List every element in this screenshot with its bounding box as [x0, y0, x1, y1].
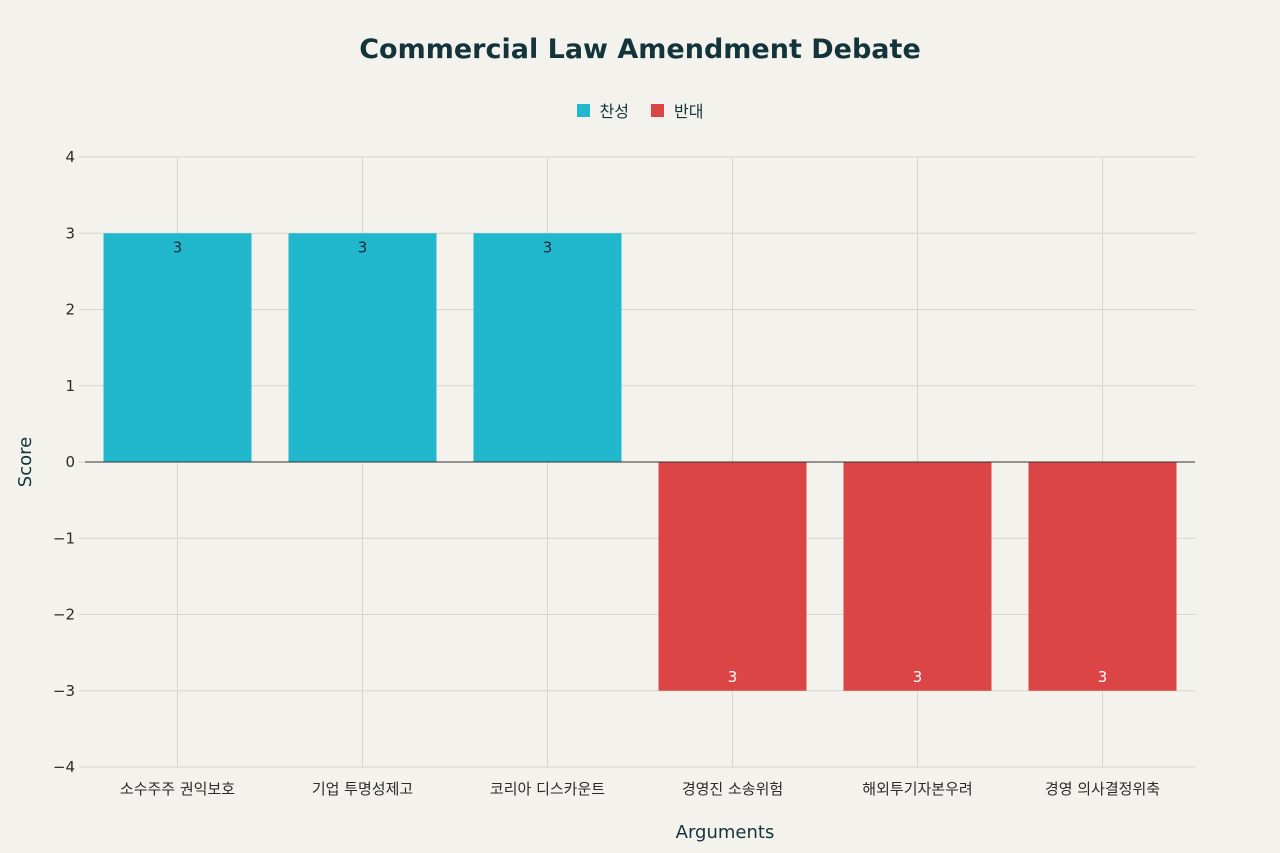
x-tick-label: 경영진 소송위험 [682, 780, 783, 798]
bar-oppose [658, 462, 807, 691]
data-label: 3 [543, 238, 553, 256]
data-label: 3 [1098, 668, 1108, 686]
x-tick-label: 해외투기자본우려 [862, 780, 972, 798]
bar-support [473, 233, 622, 462]
legend-label-support: 찬성 [599, 102, 629, 121]
legend-item-oppose[interactable]: 반대 [651, 98, 703, 122]
y-axis-title: Score [15, 437, 36, 487]
y-tick-label: 3 [65, 224, 75, 242]
bar-support [288, 233, 437, 462]
legend: 찬성 반대 [0, 98, 1280, 122]
data-label: 3 [728, 668, 738, 686]
legend-item-support[interactable]: 찬성 [576, 98, 629, 122]
bar-oppose [1028, 462, 1177, 691]
y-tick-label: −3 [53, 682, 75, 700]
bar-support [103, 233, 252, 462]
data-label: 3 [913, 668, 923, 686]
bar-oppose [843, 462, 992, 691]
chart-title: Commercial Law Amendment Debate [359, 34, 921, 65]
x-axis-title: Arguments [676, 822, 775, 843]
y-tick-label: 0 [65, 453, 75, 471]
data-label: 3 [358, 238, 368, 256]
y-tick-label: 4 [65, 148, 75, 166]
y-tick-label: 2 [65, 301, 75, 319]
legend-label-oppose: 반대 [674, 102, 704, 121]
y-tick-label: −2 [53, 606, 75, 624]
x-tick-label: 기업 투명성제고 [312, 780, 413, 798]
legend-swatch-support [576, 103, 590, 117]
data-label: 3 [173, 238, 183, 256]
y-tick-label: 1 [65, 377, 75, 395]
x-tick-label: 코리아 디스카운트 [490, 780, 605, 798]
legend-swatch-oppose [651, 103, 664, 117]
x-tick-label: 소수주주 권익보호 [120, 780, 235, 798]
x-tick-label: 경영 의사결정위축 [1045, 780, 1160, 798]
y-tick-label: −1 [53, 529, 75, 547]
y-tick-label: −4 [53, 758, 75, 776]
